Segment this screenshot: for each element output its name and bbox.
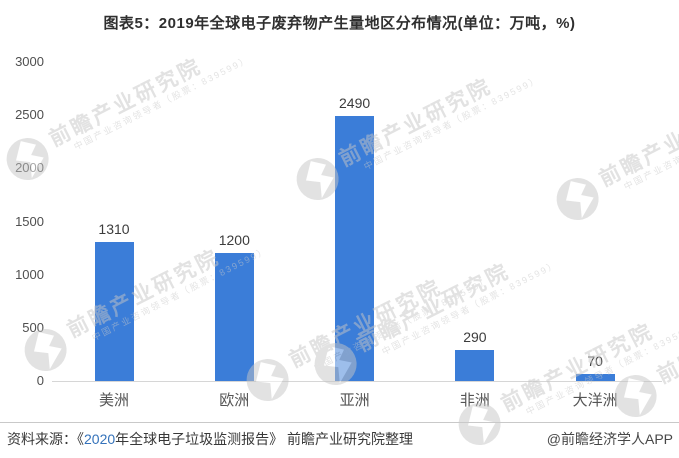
category-label: 大洋洲 xyxy=(572,392,618,409)
value-label: 1310 xyxy=(98,220,130,237)
source-prefix: 资料来源：《 xyxy=(7,431,84,447)
bar-欧洲 xyxy=(214,253,254,381)
category-label: 亚洲 xyxy=(339,392,370,409)
y-axis-tick-label: 2000 xyxy=(15,160,44,176)
source-note: 资料来源：《2020年全球电子垃圾监测报告》 前瞻产业研究院整理 xyxy=(7,429,413,449)
bar-美洲 xyxy=(94,241,134,381)
bar-亚洲 xyxy=(335,116,375,381)
y-axis-tick-label: 1500 xyxy=(15,213,44,229)
y-axis-tick-label: 1000 xyxy=(15,266,44,282)
value-label: 1200 xyxy=(218,232,250,249)
credit-note: @前瞻经济学人APP xyxy=(546,431,673,447)
y-axis-tick-label: 500 xyxy=(22,319,44,335)
y-axis-tick-label: 2500 xyxy=(15,107,44,123)
y-axis-tick-label: 0 xyxy=(36,373,44,388)
category-label: 欧洲 xyxy=(219,392,250,409)
value-label: 2490 xyxy=(339,95,371,112)
x-axis-line xyxy=(52,381,662,382)
category-label: 非洲 xyxy=(459,392,490,409)
value-label: 70 xyxy=(587,352,603,369)
value-label: 290 xyxy=(463,329,487,346)
category-label: 美洲 xyxy=(98,392,129,409)
source-rest: 年全球电子垃圾监测报告》 前瞻产业研究院整理 xyxy=(115,431,414,447)
bar-非洲 xyxy=(455,350,495,381)
chart-title: 图表5：2019年全球电子废弃物产生量地区分布情况(单位：万吨，%) xyxy=(103,15,576,32)
bar-大洋洲 xyxy=(575,373,615,381)
footer-divider xyxy=(0,422,679,423)
source-year: 2020 xyxy=(84,431,116,447)
y-axis-tick-label: 3000 xyxy=(15,54,44,70)
